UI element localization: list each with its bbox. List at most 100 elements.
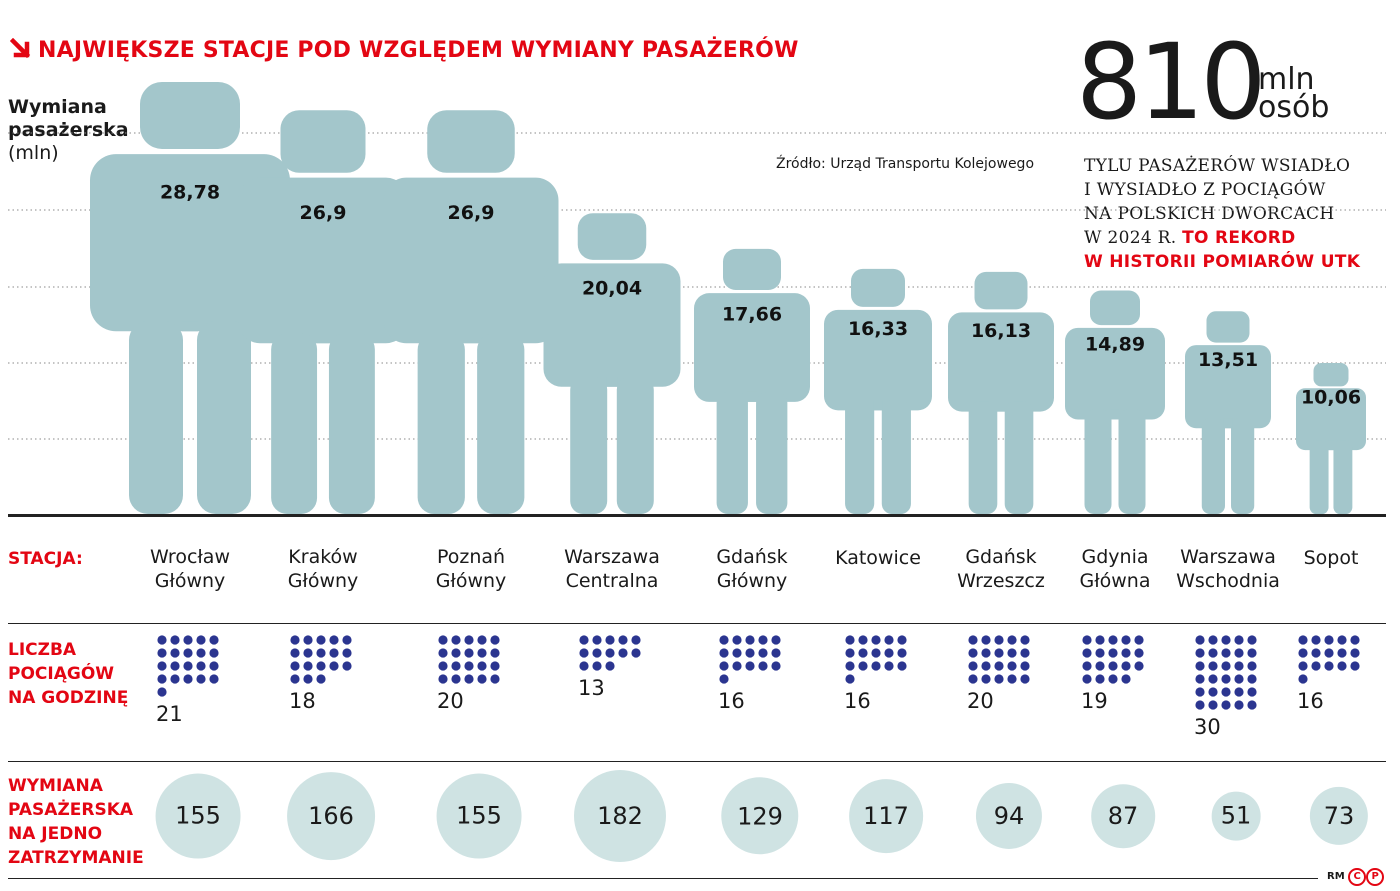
figure-torso <box>948 312 1054 412</box>
station-figure <box>1296 362 1366 514</box>
train-dot <box>438 648 448 658</box>
train-dot <box>1247 635 1257 645</box>
figures-series <box>90 82 1366 514</box>
train-dot <box>290 674 300 684</box>
train-dot <box>871 648 881 658</box>
figure-leg-left <box>570 376 608 514</box>
row-label-exchange-line3: NA JEDNO <box>8 824 103 844</box>
train-dot <box>994 661 1004 671</box>
figures-chart: 28,78 26,9 26,9 20,04 17,66 16,33 16,13 14,89 13… <box>8 82 1386 514</box>
figure-torso <box>1185 345 1271 429</box>
arrow-down-right-icon <box>10 38 31 59</box>
station-name-line: Sopot <box>1303 547 1359 569</box>
train-dot <box>631 635 641 645</box>
row-label-exchange-line1: WYMIANA <box>8 776 103 796</box>
exchange-circle: 166 <box>287 772 375 860</box>
train-dot <box>342 635 352 645</box>
train-dot <box>884 661 894 671</box>
train-dot <box>719 648 729 658</box>
chart-title-text: NAJWIĘKSZE STACJE POD WZGLĘDEM WYMIANY P… <box>38 38 799 63</box>
exchange-circle: 129 <box>721 777 799 855</box>
train-dot <box>303 661 313 671</box>
train-dot <box>1134 661 1144 671</box>
train-dot <box>1234 674 1244 684</box>
train-dot <box>994 674 1004 684</box>
train-dot <box>316 661 326 671</box>
train-dot <box>981 648 991 658</box>
train-dot <box>157 648 167 658</box>
train-dot <box>897 648 907 658</box>
train-dot <box>1350 661 1360 671</box>
train-dot <box>316 635 326 645</box>
train-dot <box>1337 661 1347 671</box>
exchange-circle: 155 <box>436 773 522 859</box>
train-dot <box>438 674 448 684</box>
train-dot <box>845 635 855 645</box>
figure-torso <box>238 177 408 344</box>
train-dot <box>719 661 729 671</box>
station-name: Gdańsk Główny <box>677 545 827 593</box>
trains-per-hour-dots: 21 18 20 13 16 16 20 19 30 16 <box>156 635 1360 739</box>
figure-leg-right <box>477 333 525 514</box>
value-label: 13,51 <box>1198 349 1258 371</box>
headline-desc-line1: TYLU PASAŻERÓW WSIADŁO <box>1084 156 1351 176</box>
train-dot <box>209 661 219 671</box>
train-dot <box>1082 674 1092 684</box>
row-label-trains-line1: LICZBA <box>8 640 77 660</box>
train-dot <box>1298 661 1308 671</box>
train-dot <box>884 648 894 658</box>
train-dot <box>1095 661 1105 671</box>
station-name: Katowice <box>803 546 953 570</box>
train-dot <box>631 648 641 658</box>
train-dot <box>477 635 487 645</box>
train-dot <box>1020 674 1030 684</box>
train-dot <box>771 648 781 658</box>
figure-head <box>1313 362 1349 387</box>
row-label-trains-line2: POCIĄGÓW <box>8 664 115 684</box>
train-dot <box>1221 661 1231 671</box>
figure-hip <box>182 321 198 332</box>
headline-unit-line1: mln <box>1258 62 1315 97</box>
train-dot <box>1234 635 1244 645</box>
train-dot <box>451 648 461 658</box>
figure-leg-right <box>197 321 251 514</box>
train-dot <box>1020 648 1030 658</box>
headline-desc-line2: I WYSIADŁO Z POCIĄGÓW <box>1084 180 1326 200</box>
station-name: Gdynia Główna <box>1040 545 1190 593</box>
train-dot <box>968 648 978 658</box>
train-dot <box>1298 635 1308 645</box>
trains-count: 20 <box>437 689 464 713</box>
train-dot <box>579 661 589 671</box>
train-dot <box>845 661 855 671</box>
train-dot <box>464 674 474 684</box>
trains-count: 16 <box>718 689 745 713</box>
train-dot <box>1108 674 1118 684</box>
station-name-line: Główna <box>1079 570 1151 592</box>
train-dot <box>592 635 602 645</box>
train-dot <box>477 674 487 684</box>
train-dot <box>209 674 219 684</box>
divider-3 <box>8 878 1318 879</box>
train-dot <box>1082 648 1092 658</box>
headline-desc-year: W 2024 R. <box>1084 228 1183 248</box>
figure-torso <box>543 263 681 387</box>
train-dot <box>290 648 300 658</box>
exchange-circle: 155 <box>155 773 241 859</box>
train-dot <box>290 661 300 671</box>
value-label: 28,78 <box>160 181 220 203</box>
train-dot <box>451 661 461 671</box>
station-name-line: Centralna <box>565 570 659 592</box>
figure-head <box>280 110 366 173</box>
headline-unit-line2: osób <box>1258 90 1330 125</box>
station-name-line: Kraków <box>288 546 358 568</box>
value-label: 26,9 <box>300 202 347 224</box>
train-dot <box>1324 661 1334 671</box>
figure-torso <box>824 309 932 411</box>
train-dot <box>1195 674 1205 684</box>
row-label-station: STACJA: <box>8 549 83 569</box>
station-name-line: Warszawa <box>564 546 660 568</box>
train-dot <box>968 635 978 645</box>
train-dot <box>1247 674 1257 684</box>
train-dot <box>858 635 868 645</box>
station-name-line: Główny <box>287 570 359 592</box>
